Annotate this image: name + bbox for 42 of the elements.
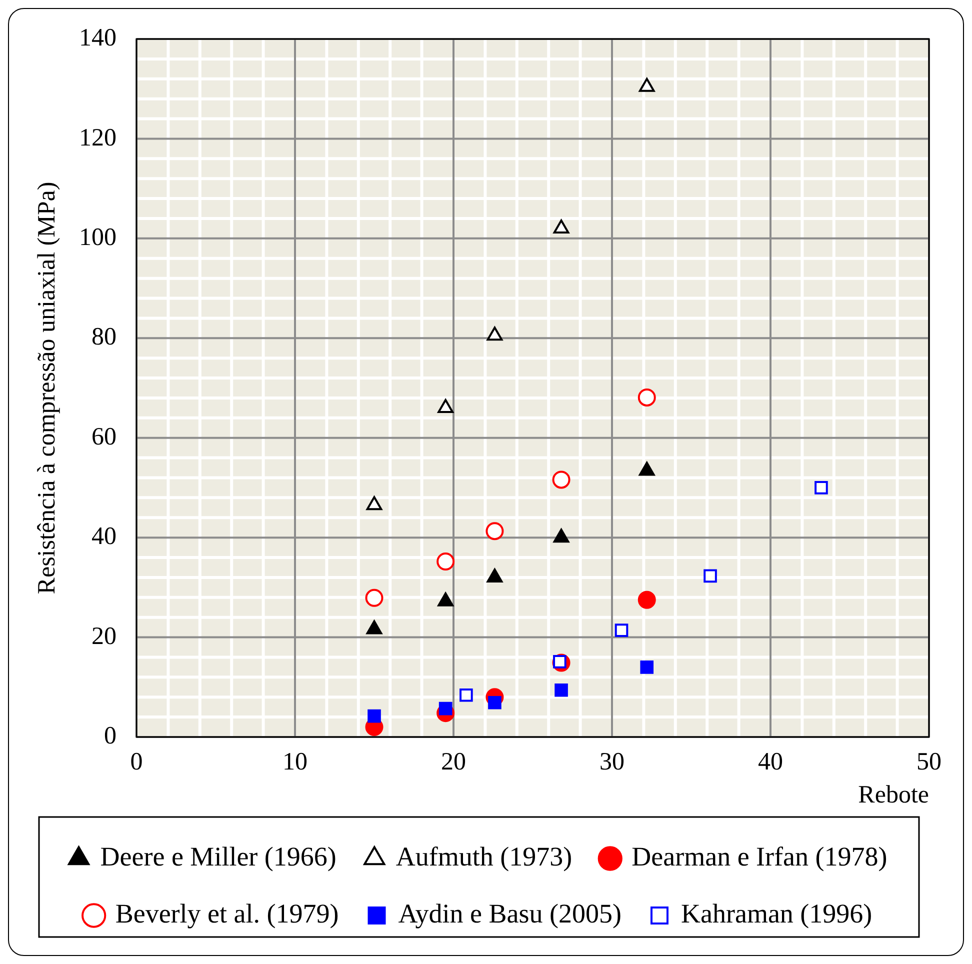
- legend-label: Deere e Miller (1966): [100, 842, 336, 872]
- y-tick-label: 60: [92, 423, 116, 450]
- point: [438, 398, 454, 413]
- point: [638, 462, 655, 476]
- y-tick-label: 40: [92, 523, 116, 550]
- point: [365, 588, 384, 607]
- y-tick-label: 120: [79, 124, 116, 152]
- x-tick-label: 50: [916, 748, 942, 776]
- point: [638, 590, 656, 609]
- point: [704, 569, 717, 583]
- point: [486, 522, 504, 540]
- point: [640, 660, 654, 674]
- x-axis-title: Rebote: [858, 782, 929, 809]
- point: [436, 552, 455, 571]
- point: [638, 78, 655, 92]
- legend-label: Aydin e Basu (2005): [398, 898, 622, 929]
- point: [814, 481, 828, 494]
- y-tick-label: 140: [79, 24, 116, 52]
- point: [553, 528, 570, 543]
- y-tick-label: 0: [104, 722, 116, 750]
- x-tick-label: 10: [282, 748, 308, 776]
- x-tick-label: 40: [758, 748, 783, 776]
- point: [368, 709, 381, 723]
- legend-label: Aufmuth (1973): [396, 842, 572, 872]
- y-tick-label: 100: [79, 224, 116, 251]
- x-tick-label: 30: [600, 748, 624, 776]
- y-tick-label: 20: [92, 622, 116, 650]
- y-tick-label: 80: [92, 324, 116, 351]
- point: [552, 470, 570, 489]
- point: [638, 388, 656, 406]
- point: [366, 496, 382, 510]
- point: [486, 326, 503, 341]
- legend-label: Dearman e Irfan (1978): [632, 842, 888, 872]
- point: [553, 219, 570, 234]
- point: [614, 624, 628, 637]
- x-tick-label: 0: [130, 748, 143, 776]
- y-axis-title: Resistência à compressão uniaxial (MPa): [34, 182, 61, 594]
- x-tick-label: 20: [441, 748, 466, 776]
- point: [460, 688, 473, 702]
- point: [554, 683, 568, 697]
- legend-label: Beverly et al. (1979): [115, 898, 339, 929]
- legend-label: Kahraman (1996): [680, 898, 872, 929]
